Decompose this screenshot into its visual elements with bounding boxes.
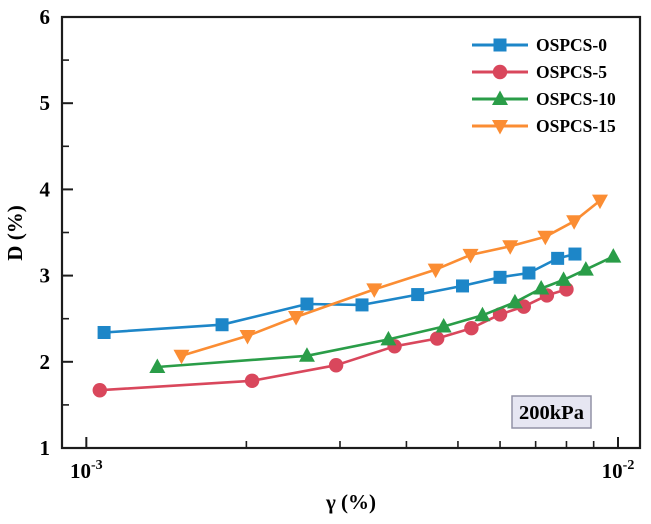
data-point-marker [462, 248, 479, 264]
x-tick-label: 10-3 [70, 458, 103, 483]
y-axis-label: D (%) [3, 205, 27, 260]
plot-frame [60, 15, 642, 450]
data-point-marker [288, 310, 305, 326]
y-tick-label: 2 [40, 350, 51, 374]
y-tick-label: 3 [40, 264, 51, 288]
series-OSPCS-0 [97, 247, 582, 339]
data-point-marker [429, 331, 445, 346]
pressure-annotation: 200kPa [511, 395, 592, 429]
annotation-text: 200kPa [519, 402, 584, 424]
y-tick-label: 5 [40, 91, 51, 115]
series-OSPCS-5 [92, 282, 574, 398]
data-point-marker [591, 194, 608, 210]
data-point-marker [537, 230, 554, 246]
data-point-marker [149, 358, 166, 373]
data-point-marker [355, 298, 369, 312]
data-point-marker [502, 240, 519, 255]
data-point-marker [506, 293, 523, 309]
annotation-box [511, 395, 592, 429]
data-point-marker [474, 306, 491, 322]
data-point-marker [239, 329, 256, 345]
series-OSPCS-15 [173, 194, 608, 365]
series-OSPCS-10 [149, 248, 622, 373]
data-point-marker [411, 288, 425, 302]
legend-marker [492, 64, 508, 80]
x-tick-label: 10-2 [602, 458, 635, 483]
data-point-marker [380, 330, 397, 346]
data-point-marker [435, 317, 452, 333]
legend-label: OSPCS-5 [536, 62, 607, 82]
y-tick-label: 4 [40, 177, 51, 201]
data-point-marker [605, 248, 622, 263]
legend-item-OSPCS-5: OSPCS-5 [472, 62, 607, 82]
x-axis-label: γ (%) [325, 490, 376, 514]
data-point-marker [173, 349, 190, 365]
data-point-marker [97, 325, 111, 339]
legend-marker [492, 90, 508, 105]
series-line [102, 252, 577, 334]
axis-ticks [63, 16, 619, 449]
legend-item-OSPCS-15: OSPCS-15 [472, 116, 616, 136]
data-point-marker [366, 283, 383, 298]
y-tick-label: 6 [40, 5, 51, 29]
legend-marker [493, 38, 507, 52]
data-point-marker [464, 320, 479, 336]
legend-label: OSPCS-0 [536, 35, 607, 55]
data-point-marker [298, 347, 315, 362]
data-point-marker [568, 247, 582, 261]
data-point-marker [493, 270, 507, 284]
data-point-marker [522, 266, 536, 280]
data-point-marker [427, 263, 444, 279]
data-point-marker [92, 383, 107, 398]
data-point-marker [215, 318, 229, 332]
y-tick-label: 1 [40, 436, 51, 460]
legend-item-OSPCS-10: OSPCS-10 [472, 89, 616, 109]
legend-label: OSPCS-15 [536, 116, 616, 136]
data-point-marker [533, 280, 550, 295]
data-point-marker [566, 215, 583, 230]
data-point-marker [551, 251, 565, 265]
legend-marker [492, 120, 508, 135]
data-point-marker [577, 261, 594, 276]
data-point-marker [456, 279, 470, 293]
data-point-marker [300, 297, 314, 311]
series-line [98, 288, 568, 392]
data-point-marker [516, 299, 531, 314]
legend-label: OSPCS-10 [536, 89, 616, 109]
data-point-marker [555, 271, 572, 286]
data-point-marker [244, 373, 260, 388]
series-line [180, 199, 602, 358]
series-line [156, 255, 615, 369]
data-point-marker [328, 358, 344, 373]
legend-item-OSPCS-0: OSPCS-0 [472, 35, 607, 55]
legend: OSPCS-0 OSPCS-5 OSPCS-10 OSPCS-15 [472, 35, 616, 136]
